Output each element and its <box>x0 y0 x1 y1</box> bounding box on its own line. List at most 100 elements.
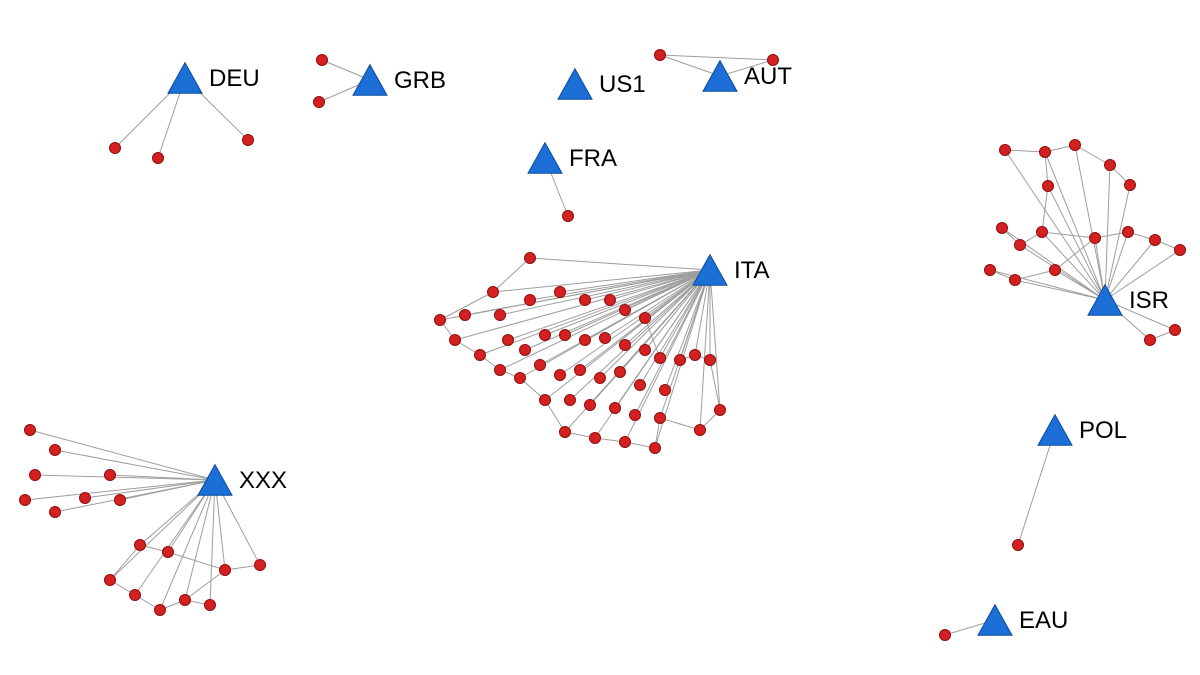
leaf-node <box>155 605 166 616</box>
hub-node-deu <box>168 63 202 94</box>
hub-label-xxx: XXX <box>239 467 287 494</box>
leaf-node <box>615 367 626 378</box>
leaf-node <box>1050 265 1061 276</box>
leaf-node <box>630 410 641 421</box>
hub-node-pol <box>1038 415 1072 446</box>
edge <box>660 418 700 430</box>
edge <box>55 450 215 480</box>
hub-node-eau <box>978 605 1012 636</box>
leaf-node <box>495 310 506 321</box>
leaf-node <box>317 55 328 66</box>
leaf-node <box>20 495 31 506</box>
leaf-node <box>1090 233 1101 244</box>
edge <box>660 55 773 60</box>
leaf-node <box>1175 245 1186 256</box>
leaf-node <box>515 373 526 384</box>
leaf-node <box>1125 180 1136 191</box>
leaf-node <box>997 223 1008 234</box>
leaf-node <box>1043 181 1054 192</box>
hub-node-us1 <box>558 69 592 100</box>
edge <box>1055 238 1095 270</box>
leaf-node <box>503 335 514 346</box>
leaf-node <box>555 287 566 298</box>
leaf-node <box>105 575 116 586</box>
edge <box>530 258 710 270</box>
edge <box>660 55 720 76</box>
leaf-node <box>695 425 706 436</box>
leaf-node <box>50 445 61 456</box>
leaf-node <box>25 425 36 436</box>
leaf-node <box>110 143 121 154</box>
leaf-node <box>560 427 571 438</box>
leaf-node <box>525 295 536 306</box>
leaf-node <box>655 413 666 424</box>
leaf-node <box>495 365 506 376</box>
leaf-node <box>1105 160 1116 171</box>
edge <box>1020 245 1105 300</box>
edge <box>85 480 215 498</box>
edge <box>1015 270 1055 280</box>
leaf-node <box>1150 235 1161 246</box>
leaf-node <box>115 495 126 506</box>
leaf-node <box>563 211 574 222</box>
leaf-node <box>535 360 546 371</box>
leaf-node <box>635 380 646 391</box>
leaf-node <box>610 403 621 414</box>
leaf-node <box>1170 325 1181 336</box>
leaf-node <box>525 253 536 264</box>
leaf-node <box>555 370 566 381</box>
leaf-node <box>940 630 951 641</box>
leaf-node <box>475 350 486 361</box>
hub-node-grb <box>353 65 387 96</box>
leaf-node <box>650 443 661 454</box>
edge <box>710 270 720 410</box>
leaf-node <box>620 437 631 448</box>
leaf-node <box>640 313 651 324</box>
leaf-node <box>620 305 631 316</box>
leaf-node <box>575 365 586 376</box>
leaf-node <box>590 433 601 444</box>
leaf-node <box>135 540 146 551</box>
edge <box>110 545 140 580</box>
leaf-node <box>1000 145 1011 156</box>
leaf-node <box>600 333 611 344</box>
leaf-node <box>1070 140 1081 151</box>
network-diagram: DEUGRBUS1AUTFRAITAISRPOLEAUXXX <box>0 0 1200 675</box>
hub-label-us1: US1 <box>599 71 646 98</box>
leaf-node <box>205 600 216 611</box>
leaf-node <box>560 330 571 341</box>
leaf-node <box>1145 335 1156 346</box>
leaf-node <box>460 310 471 321</box>
hub-label-eau: EAU <box>1019 607 1068 634</box>
leaf-node <box>595 373 606 384</box>
hub-label-pol: POL <box>1079 417 1127 444</box>
leaf-node <box>1040 147 1051 158</box>
leaf-node <box>690 350 701 361</box>
leaf-node <box>1123 227 1134 238</box>
leaf-node <box>435 315 446 326</box>
leaf-node <box>1037 227 1048 238</box>
edge <box>1005 150 1045 152</box>
leaf-node <box>540 330 551 341</box>
leaf-node <box>220 565 231 576</box>
edge <box>493 258 530 292</box>
leaf-node <box>565 395 576 406</box>
leaf-node <box>153 153 164 164</box>
edge <box>1018 430 1055 545</box>
leaf-node <box>640 345 651 356</box>
edge <box>1042 232 1095 238</box>
leaf-node <box>30 470 41 481</box>
hub-node-ita <box>693 255 727 286</box>
leaf-node <box>450 335 461 346</box>
label-layer: DEUGRBUS1AUTFRAITAISRPOLEAUXXX <box>209 63 1169 634</box>
hub-label-grb: GRB <box>394 67 446 94</box>
leaf-node <box>1013 540 1024 551</box>
leaf-node <box>520 345 531 356</box>
hub-label-deu: DEU <box>209 65 260 92</box>
leaf-node <box>705 355 716 366</box>
hub-label-isr: ISR <box>1129 287 1169 314</box>
leaf-node <box>50 507 61 518</box>
hub-label-aut: AUT <box>744 63 792 90</box>
leaf-node <box>675 355 686 366</box>
leaf-node <box>580 335 591 346</box>
